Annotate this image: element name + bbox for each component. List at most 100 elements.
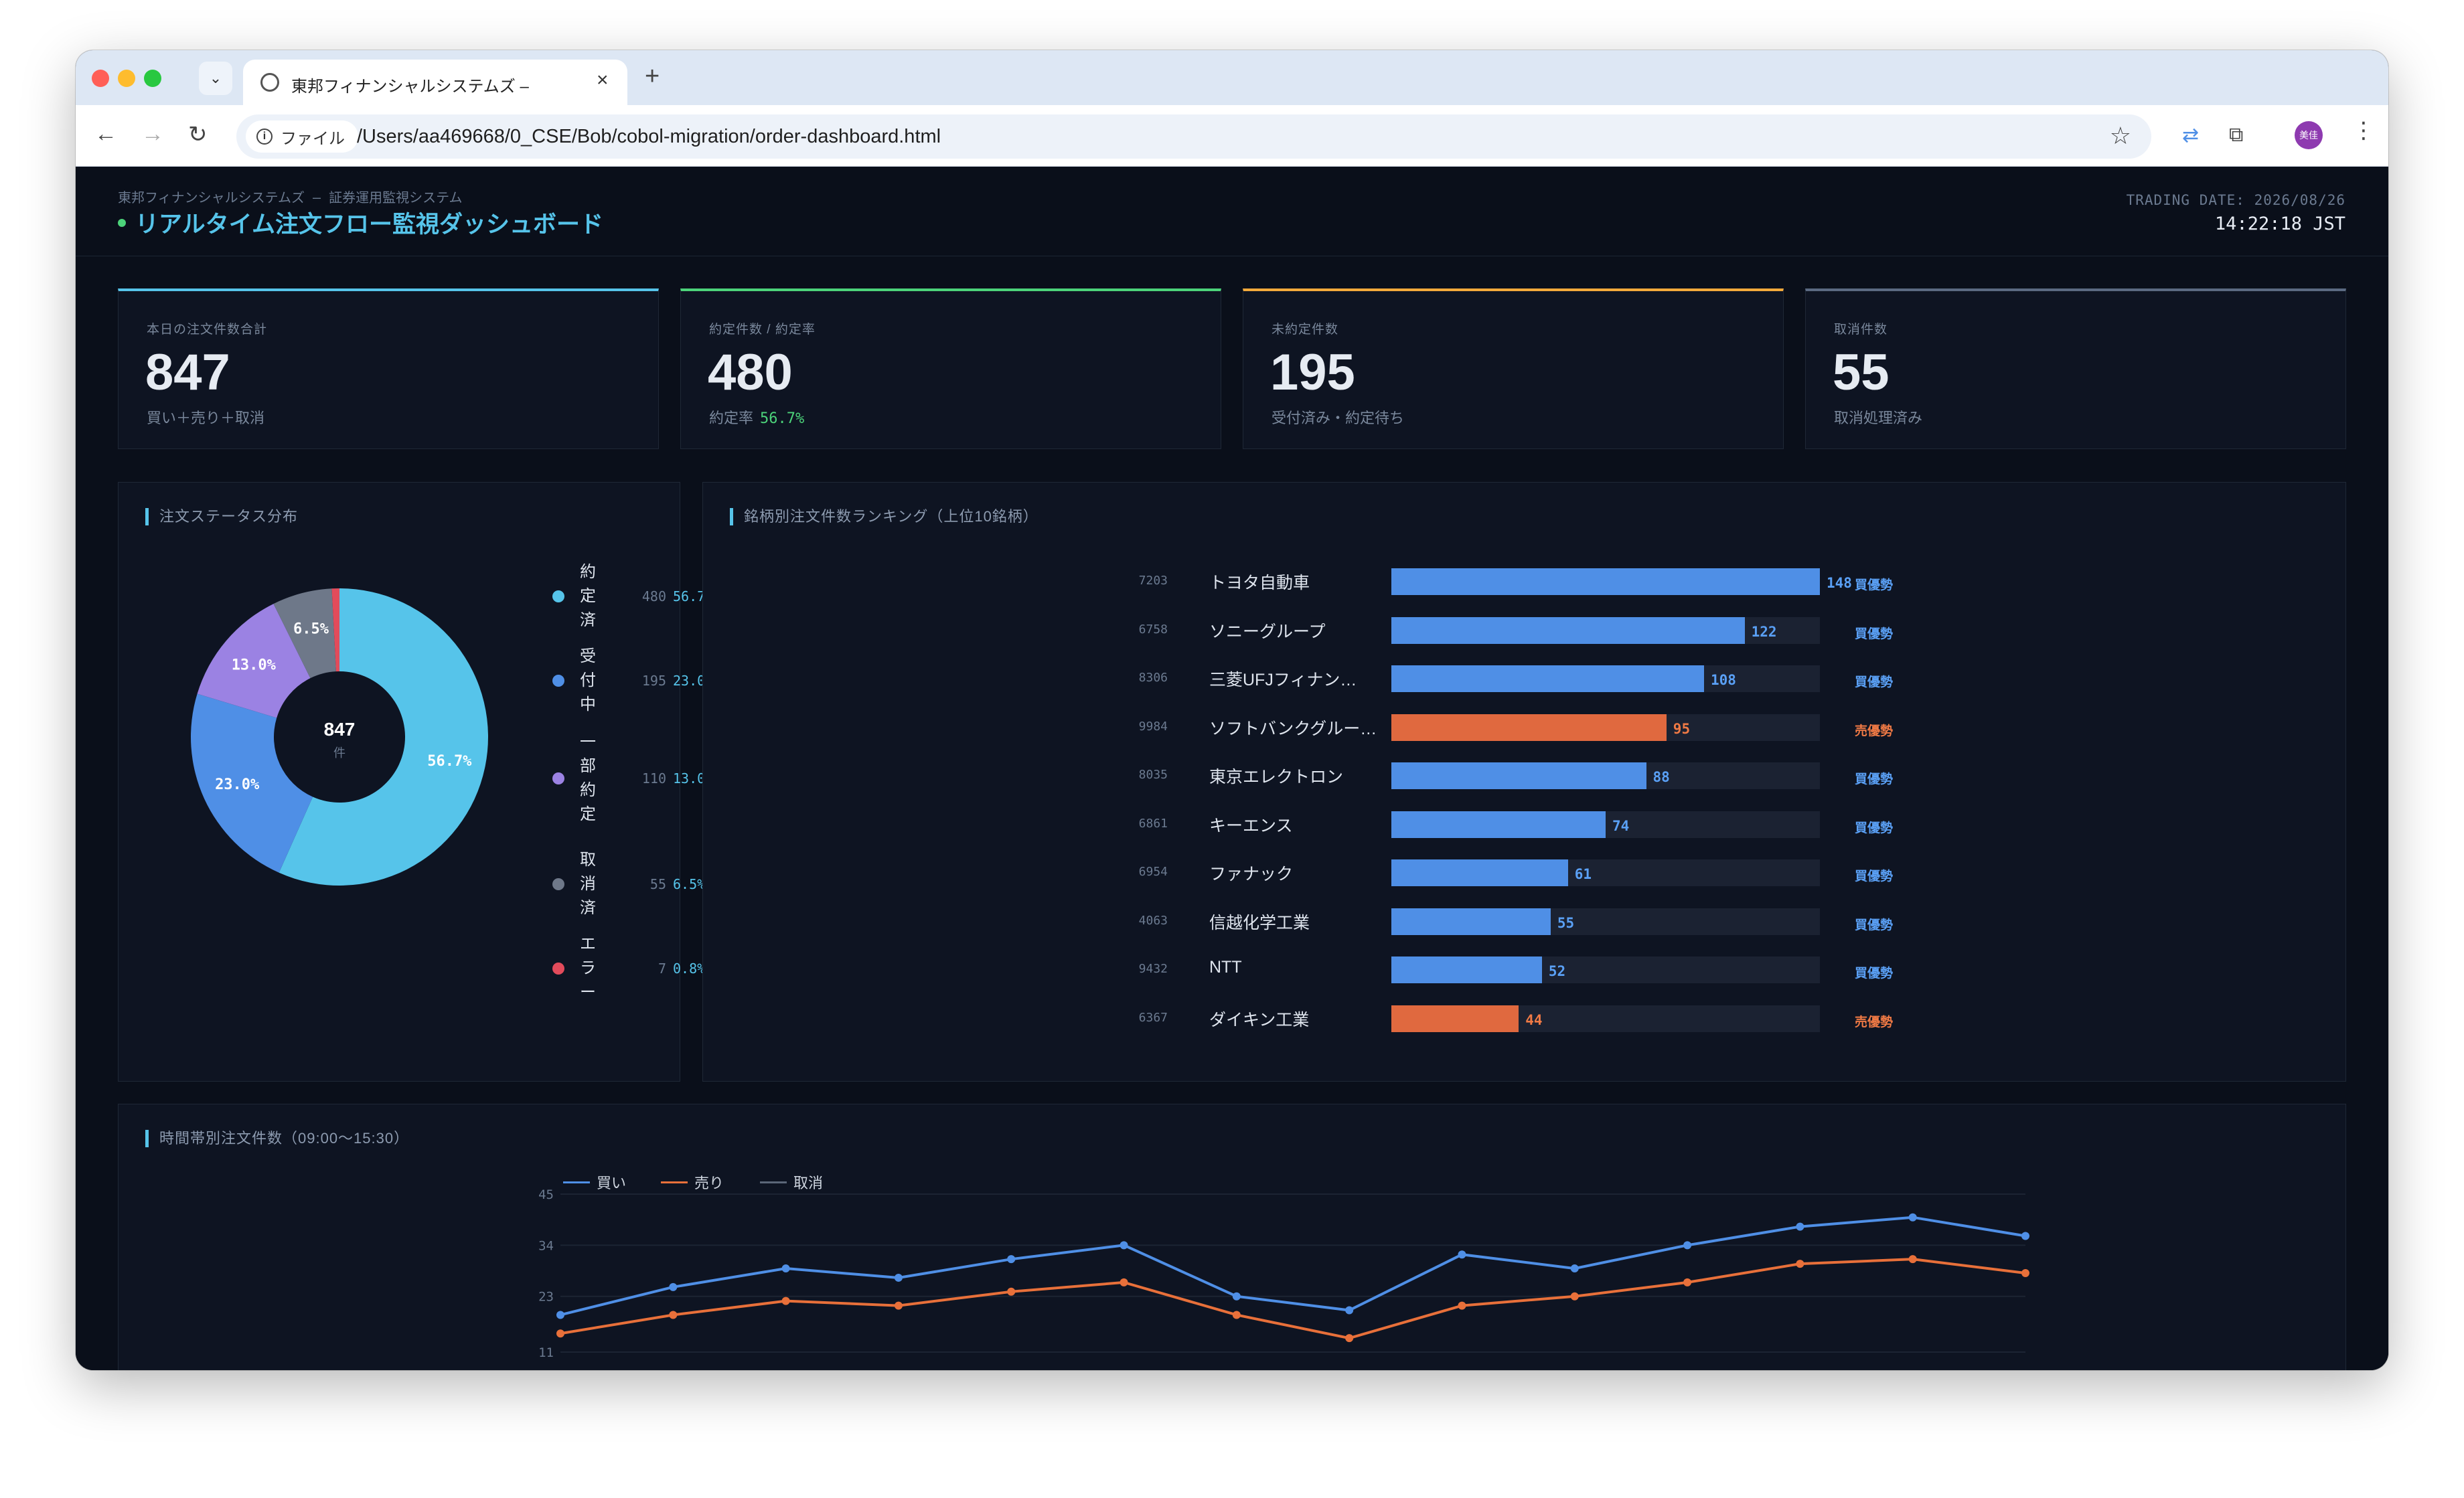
series-point[interactable] (669, 1282, 678, 1291)
donut-slice-label: 23.0% (215, 776, 260, 793)
kpi-sub: 受付済み・約定待ち (1272, 406, 1404, 428)
line-legend-item[interactable]: 売り (661, 1171, 724, 1193)
profile-avatar[interactable]: 美佳 (2295, 121, 2323, 149)
series-point[interactable] (1683, 1278, 1692, 1286)
ranking-bar-track (1391, 956, 1820, 983)
forward-arrow-icon[interactable]: → (141, 121, 164, 147)
trading-date: TRADING DATE: 2026/08/26 (2126, 192, 2345, 208)
ranking-row[interactable]: 7203 トヨタ自動車 148 買優勢 (703, 562, 2345, 602)
series-point[interactable] (669, 1311, 678, 1319)
kpi-label: 約定件数 / 約定率 (709, 323, 816, 337)
close-tab-icon[interactable]: × (597, 69, 609, 91)
series-line (560, 1258, 2026, 1340)
series-point[interactable] (1796, 1260, 1804, 1268)
site-info-chip[interactable]: i ファイル (246, 120, 358, 153)
ranking-side-tag: 買優勢 (1855, 821, 1894, 835)
series-point[interactable] (1458, 1250, 1466, 1259)
series-point[interactable] (781, 1264, 790, 1273)
tab-search-chevron-icon[interactable]: ⌄ (199, 62, 232, 95)
ranking-side-tag: 売優勢 (1855, 1015, 1894, 1029)
symbol-code: 8306 (1138, 671, 1168, 685)
donut-slice[interactable] (191, 693, 313, 873)
legend-label: 受付中 (580, 647, 596, 714)
active-tab[interactable]: 東邦フィナンシャルシステムズ ‒ × (243, 60, 627, 105)
series-point[interactable] (1570, 1264, 1579, 1273)
ranking-row[interactable]: 8035 東京エレクトロン 88 買優勢 (703, 756, 2345, 796)
legend-dot-icon (552, 878, 564, 890)
bookmark-star-icon[interactable]: ☆ (2109, 122, 2131, 149)
symbol-ranking-panel: 銘柄別注文件数ランキング（上位10銘柄） 7203 トヨタ自動車 148 買優勢 675… (702, 482, 2346, 1082)
donut-slice[interactable] (279, 588, 488, 886)
status-donut-chart: 56.7% 23.0% 13.0% 6.5% 847 件 (191, 588, 488, 886)
series-point[interactable] (1232, 1292, 1241, 1301)
kpi-sub: 約定率 56.7% (709, 406, 804, 428)
symbol-code: 6367 (1138, 1010, 1168, 1025)
info-icon: i (256, 129, 273, 145)
reload-icon[interactable]: ↻ (188, 122, 208, 147)
panel-title: 銘柄別注文件数ランキング（上位10銘柄） (730, 508, 1038, 525)
series-point[interactable] (1345, 1334, 1354, 1343)
donut-slice[interactable] (331, 588, 339, 672)
extensions-puzzle-icon[interactable]: ⧉ (2229, 124, 2244, 146)
ranking-side-tag: 売優勢 (1855, 724, 1894, 738)
series-point[interactable] (556, 1311, 564, 1319)
donut-slice[interactable] (197, 604, 311, 718)
ranking-bar-track (1391, 616, 1820, 644)
series-point[interactable] (2021, 1269, 2029, 1277)
kpi-sub: 買い＋売り＋取消 (147, 406, 264, 428)
series-point[interactable] (1007, 1255, 1016, 1264)
ranking-row[interactable]: 9432 NTT 52 買優勢 (703, 950, 2345, 990)
close-window-button[interactable] (92, 70, 109, 87)
ranking-bar-track (1391, 811, 1820, 838)
ranking-value: 61 (1574, 866, 1592, 882)
kpi-value: 55 (1833, 344, 1890, 401)
new-tab-plus-icon[interactable]: + (645, 62, 660, 90)
browser-window: ⌄ 東邦フィナンシャルシステムズ ‒ × + ← → ↻ i ファイル /Use… (76, 50, 2388, 1370)
ranking-row[interactable]: 6367 ダイキン工業 44 売優勢 (703, 999, 2345, 1039)
series-point[interactable] (1007, 1287, 1016, 1296)
ranking-bar-track (1391, 714, 1820, 741)
series-point[interactable] (781, 1297, 790, 1305)
series-point[interactable] (2021, 1232, 2029, 1240)
kpi-value: 480 (708, 344, 793, 401)
ranking-row[interactable]: 9984 ソフトバンクグルー… 95 売優勢 (703, 708, 2345, 748)
series-point[interactable] (1232, 1311, 1241, 1319)
symbol-name: ソフトバンクグルー… (1209, 719, 1375, 738)
url-text[interactable]: /Users/aa469668/0_CSE/Bob/cobol-migratio… (357, 126, 941, 147)
kpi-sub: 取消処理済み (1834, 406, 1922, 428)
address-bar[interactable]: i ファイル /Users/aa469668/0_CSE/Bob/cobol-m… (236, 114, 2151, 159)
series-point[interactable] (1570, 1292, 1579, 1301)
series-point[interactable] (1683, 1241, 1692, 1250)
ranking-value: 108 (1711, 672, 1736, 688)
minimize-window-button[interactable] (118, 70, 135, 87)
ranking-row[interactable]: 6954 ファナック 61 買優勢 (703, 853, 2345, 893)
series-point[interactable] (894, 1273, 903, 1282)
ranking-row[interactable]: 8306 三菱UFJフィナン… 108 買優勢 (703, 659, 2345, 699)
ranking-row[interactable]: 6758 ソニーグループ 122 買優勢 (703, 610, 2345, 651)
series-point[interactable] (1120, 1241, 1128, 1250)
series-point[interactable] (894, 1301, 903, 1310)
ranking-row[interactable]: 6861 キーエンス 74 買優勢 (703, 805, 2345, 845)
ranking-row[interactable]: 4063 信越化学工業 55 買優勢 (703, 902, 2345, 942)
line-legend-item[interactable]: 取消 (760, 1171, 823, 1193)
series-point[interactable] (1345, 1306, 1354, 1315)
tab-title: 東邦フィナンシャルシステムズ ‒ (291, 78, 529, 96)
y-tick-label: 23 (538, 1290, 554, 1305)
ranking-bar (1391, 665, 1705, 692)
series-point[interactable] (1908, 1213, 1917, 1222)
translate-extension-icon[interactable]: ⇄ (2182, 124, 2200, 147)
ranking-side-tag: 買優勢 (1855, 675, 1894, 689)
series-point[interactable] (556, 1329, 564, 1338)
legend-label: 約定済 (580, 563, 596, 629)
series-point[interactable] (1796, 1222, 1804, 1231)
back-arrow-icon[interactable]: ← (94, 121, 117, 147)
line-legend-item[interactable]: 買い (563, 1171, 626, 1193)
series-point[interactable] (1458, 1301, 1466, 1310)
live-status-dot-icon (118, 218, 126, 227)
series-point[interactable] (1908, 1255, 1917, 1264)
series-point[interactable] (1120, 1278, 1128, 1286)
donut-slice[interactable] (273, 588, 336, 679)
series-line (560, 1216, 2026, 1317)
browser-menu-icon[interactable]: ⋮ (2352, 118, 2375, 143)
maximize-window-button[interactable] (144, 70, 161, 87)
